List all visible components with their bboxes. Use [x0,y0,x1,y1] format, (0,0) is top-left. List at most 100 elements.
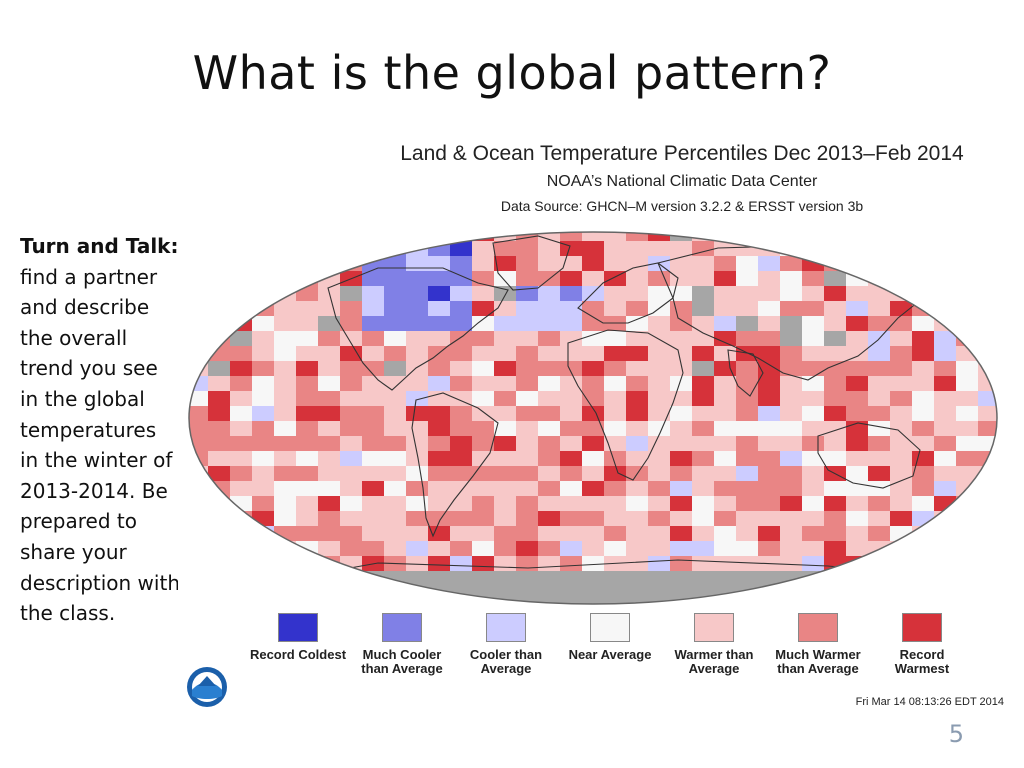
percentile-cell [318,406,340,421]
percentile-cell [1000,436,1022,451]
percentile-cell [450,496,472,511]
percentile-cell [758,466,780,481]
percentile-cell [846,451,868,466]
percentile-cell [780,256,802,271]
percentile-cell [274,331,296,346]
percentile-cell [846,511,868,526]
percentile-cell [362,481,384,496]
percentile-cell [384,541,406,556]
percentile-cell [846,361,868,376]
percentile-cell [450,271,472,286]
percentile-cell [274,481,296,496]
percentile-cell [868,436,890,451]
percentile-cell [252,451,274,466]
percentile-cell [868,361,890,376]
india-outline [727,349,764,397]
percentile-cell [274,391,296,406]
percentile-cell [956,556,978,571]
percentile-cell [868,301,890,316]
percentile-cell [296,346,318,361]
percentile-cell [384,346,406,361]
percentile-cell [824,451,846,466]
percentile-cell [670,406,692,421]
percentile-cell [692,511,714,526]
percentile-cell [714,421,736,436]
percentile-cell [274,496,296,511]
percentile-cell [626,586,648,601]
percentile-cell [494,451,516,466]
percentile-cell [736,541,758,556]
percentile-cell [912,466,934,481]
percentile-cell [189,376,208,391]
percentile-cell [802,331,824,346]
percentile-cell [912,361,934,376]
percentile-cell [758,511,780,526]
percentile-cell [296,541,318,556]
percentile-cell [560,232,582,241]
percentile-cell [648,496,670,511]
percentile-cell [692,586,714,601]
percentile-cell [230,511,252,526]
percentile-cell [692,346,714,361]
percentile-cell [736,406,758,421]
percentile-cell [472,331,494,346]
percentile-cell [824,406,846,421]
percentile-cell [912,406,934,421]
percentile-cell [428,526,450,541]
percentile-cell [758,346,780,361]
percentile-cell [362,586,384,601]
percentile-cell [406,346,428,361]
percentile-cell [1000,601,1022,616]
percentile-cell [252,286,274,301]
percentile-cell [538,466,560,481]
percentile-cell [604,406,626,421]
percentile-cell [384,481,406,496]
percentile-cell [208,511,230,526]
percentile-cell [296,376,318,391]
percentile-cell [714,346,736,361]
percentile-cell [252,346,274,361]
temperature-percentile-figure: Land & Ocean Temperature Percentiles Dec… [178,118,1024,718]
percentile-cell [780,376,802,391]
percentile-cell [692,451,714,466]
page-number: 5 [948,720,964,748]
percentile-cell [780,556,802,571]
percentile-cell [956,586,978,601]
percentile-cell [494,406,516,421]
percentile-cell [978,301,997,316]
percentile-cell [670,361,692,376]
percentile-cell [802,586,824,601]
percentile-cell [230,541,252,556]
percentile-cell [252,466,274,481]
percentile-cell [692,421,714,436]
percentile-cell [648,556,670,571]
percentile-cell [824,586,846,601]
percentile-cell [450,376,472,391]
percentile-cell [274,241,296,256]
percentile-cell [560,556,582,571]
percentile-cell [956,436,978,451]
percentile-cell [1000,361,1022,376]
percentile-cell [934,346,956,361]
percentile-cell [252,406,274,421]
percentile-cell [208,526,230,541]
percentile-cell [406,232,428,241]
percentile-cell [890,331,912,346]
percentile-cell [978,361,997,376]
percentile-cell [648,436,670,451]
percentile-cell [868,526,890,541]
percentile-cell [868,541,890,556]
percentile-cell [1000,301,1022,316]
legend-swatch [278,613,318,642]
percentile-cell [626,451,648,466]
percentile-cell [450,232,472,241]
percentile-cell [824,511,846,526]
percentile-cell [450,421,472,436]
percentile-cell [230,481,252,496]
percentile-cell [582,601,604,604]
percentile-cell [450,361,472,376]
percentile-cell [189,421,208,436]
percentile-cell [956,406,978,421]
percentile-cell [516,316,538,331]
percentile-cell [318,451,340,466]
